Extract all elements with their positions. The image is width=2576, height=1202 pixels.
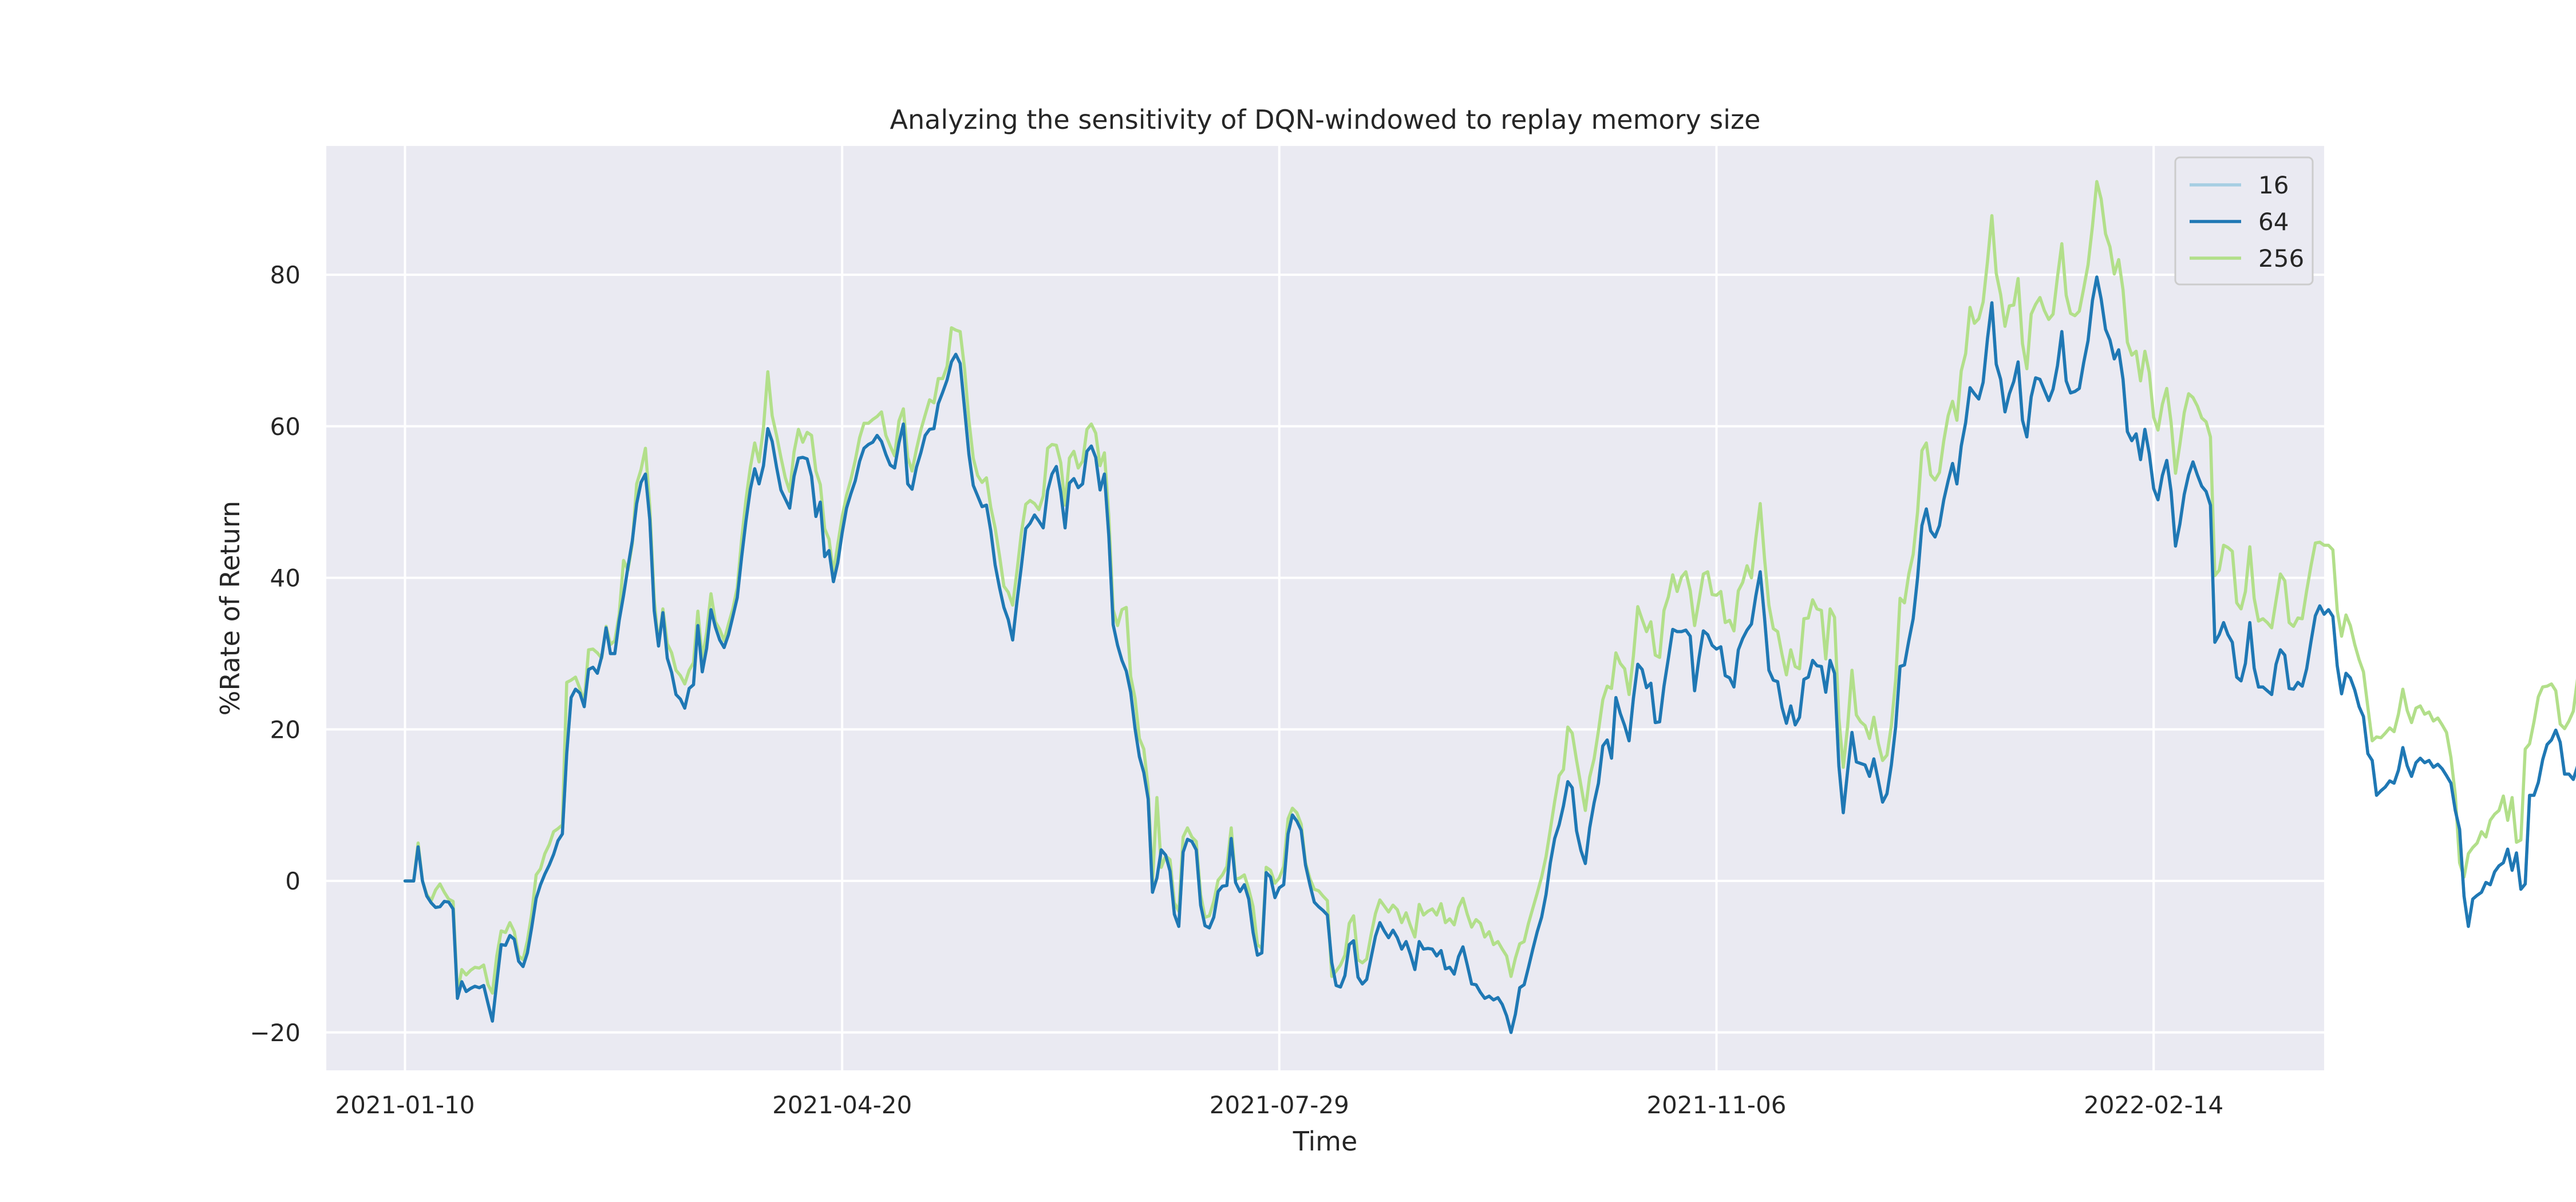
legend-frame [2174,156,2314,286]
series-layer [403,180,2576,1034]
x-tick-label: 2021-11-06 [1646,1091,1786,1119]
y-tick-label: 80 [270,261,301,289]
legend: 16 64 256 [2174,156,2314,286]
series-line-64 [403,275,2576,1034]
legend-label-16: 16 [2258,171,2289,199]
tick-labels: −20 0 20 40 60 80 2021-01-10 2021-04-20 2021-07-… [250,261,2223,1119]
x-tick-label: 2021-01-10 [335,1091,475,1119]
x-tick-label: 2021-07-29 [1210,1091,1349,1119]
grid-lines [326,146,2324,1070]
x-tick-label: 2021-04-20 [772,1091,912,1119]
y-tick-label: 60 [270,413,301,441]
legend-label-64: 64 [2258,208,2289,236]
y-tick-label: −20 [250,1019,301,1047]
plot-area [326,146,2324,1070]
x-tick-label: 2022-02-14 [2084,1091,2223,1119]
legend-label-256: 256 [2258,244,2304,272]
x-axis-label: Time [1293,1126,1358,1157]
series-line-256 [403,180,2576,995]
chart-title: Analyzing the sensitivity of DQN-windowe… [890,104,1761,135]
y-axis-label: %Rate of Return [215,501,246,715]
y-tick-label: 40 [270,564,301,592]
y-tick-label: 20 [270,715,301,744]
y-tick-label: 0 [285,867,301,895]
